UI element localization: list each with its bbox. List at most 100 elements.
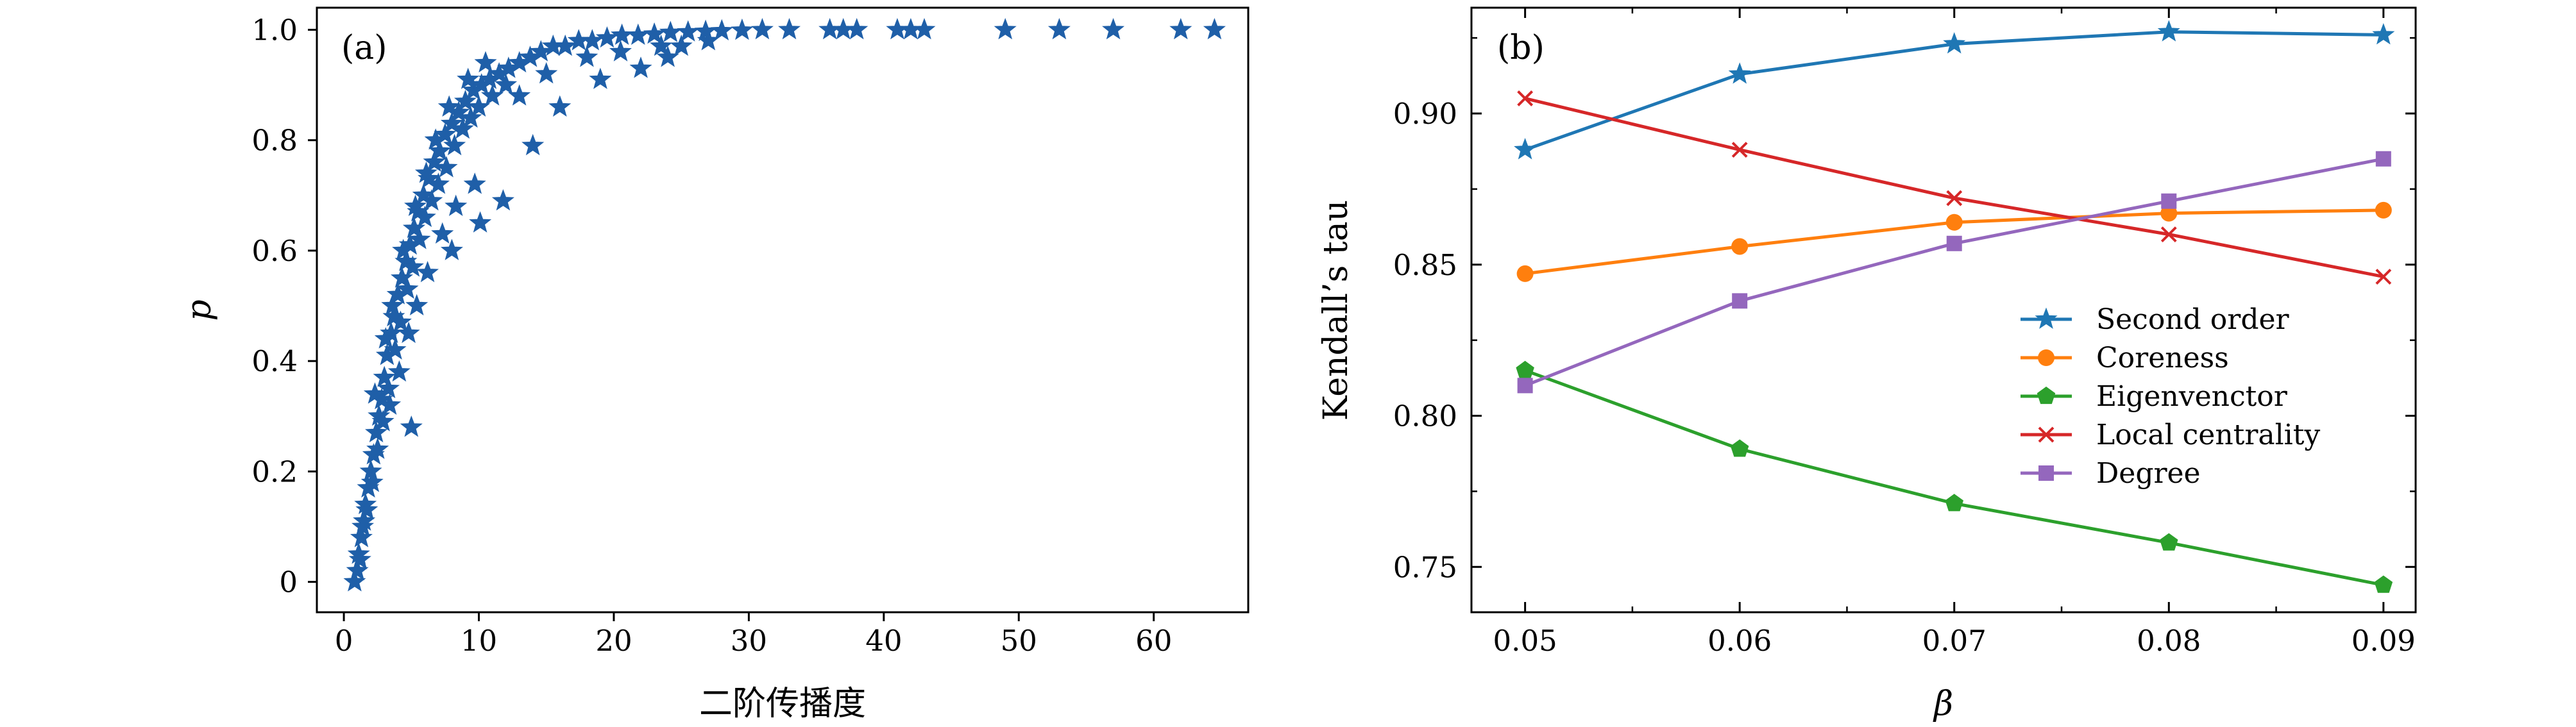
scatter-point bbox=[355, 498, 378, 520]
y-tick-label: 0.4 bbox=[251, 344, 298, 378]
scatter-point bbox=[659, 21, 682, 42]
scatter-point bbox=[416, 260, 439, 283]
scatter-point bbox=[365, 421, 388, 443]
data-point-eigenvenctor bbox=[1730, 439, 1749, 457]
scatter-point bbox=[778, 17, 801, 40]
scatter-point bbox=[595, 26, 618, 48]
x-tick-label: 0.05 bbox=[1493, 624, 1557, 658]
scatter-point bbox=[401, 255, 424, 277]
y-tick-label: 0.2 bbox=[251, 455, 298, 489]
scatter-point bbox=[697, 29, 720, 51]
scatter-point bbox=[535, 62, 558, 84]
data-point-eigenvenctor bbox=[2160, 533, 2178, 551]
scatter-point bbox=[445, 194, 468, 216]
series-line-degree bbox=[1524, 157, 2384, 387]
scatter-point bbox=[629, 56, 652, 78]
legend-marker-local-centrality bbox=[2038, 426, 2055, 443]
panel-b-line-chart: 0.05 0.06 0.07 0.08 0.09 0.75 0.80 0.85 0.90 (b)… bbox=[1317, 6, 2417, 723]
scatter-point bbox=[404, 194, 427, 216]
scatter-point bbox=[424, 128, 447, 150]
scatter-point bbox=[1169, 17, 1192, 40]
scatter-point bbox=[845, 17, 869, 40]
data-point-local-centrality bbox=[1731, 142, 1748, 158]
panel-b-axes-frame bbox=[1470, 6, 2417, 614]
scatter-point bbox=[554, 34, 577, 56]
data-point-coreness bbox=[1945, 213, 1963, 231]
scatter-point bbox=[377, 376, 400, 399]
scatter-point bbox=[589, 67, 612, 89]
scatter-point bbox=[435, 156, 458, 178]
data-point-degree bbox=[2161, 193, 2177, 209]
scatter-point bbox=[670, 34, 693, 56]
data-point-second-order bbox=[2372, 22, 2395, 45]
scatter-point bbox=[363, 382, 387, 404]
x-tick-label: 0.07 bbox=[1922, 624, 1987, 658]
panel-b-x-axis-title: β bbox=[1933, 685, 1953, 723]
y-tick-label: 0.8 bbox=[251, 124, 298, 158]
panel-b-legend: Second order Coreness Eigenvenctor Local ce… bbox=[2021, 303, 2320, 490]
scatter-point bbox=[420, 188, 443, 211]
scatter-point bbox=[457, 67, 480, 89]
scatter-point bbox=[440, 238, 463, 260]
legend-marker-degree bbox=[2038, 465, 2054, 481]
scatter-point bbox=[474, 51, 497, 73]
x-tick-label: 40 bbox=[865, 624, 902, 658]
data-point-eigenvenctor bbox=[1516, 360, 1534, 378]
data-point-coreness bbox=[2375, 201, 2392, 219]
scatter-point bbox=[1203, 17, 1226, 40]
data-point-local-centrality bbox=[2160, 226, 2177, 243]
scatter-point bbox=[548, 95, 572, 117]
y-tick-label: 0.6 bbox=[251, 234, 298, 268]
legend-label-degree: Degree bbox=[2096, 457, 2201, 490]
data-point-eigenvenctor bbox=[2374, 575, 2393, 593]
data-point-coreness bbox=[1516, 265, 1534, 282]
scatter-point bbox=[371, 410, 394, 431]
scatter-point bbox=[1047, 17, 1071, 40]
scatter-point bbox=[508, 84, 531, 106]
scatter-point bbox=[611, 23, 634, 45]
series-line-second-order bbox=[1524, 30, 2384, 151]
scatter-point bbox=[396, 277, 419, 299]
legend-marker-coreness bbox=[2038, 349, 2055, 366]
data-point-local-centrality bbox=[1946, 190, 1963, 206]
panel-a-x-axis-title: 二阶传播度 bbox=[699, 685, 866, 723]
panel-a-label: (a) bbox=[341, 29, 387, 67]
scatter-point bbox=[352, 515, 375, 537]
data-point-second-order bbox=[1943, 32, 1966, 54]
data-point-second-order bbox=[1514, 138, 1537, 160]
legend-label-coreness: Coreness bbox=[2096, 342, 2229, 374]
scatter-point bbox=[387, 360, 411, 382]
data-point-degree bbox=[1946, 235, 1962, 251]
data-point-eigenvenctor bbox=[1945, 494, 1963, 512]
data-point-local-centrality bbox=[2375, 269, 2392, 285]
scatter-point bbox=[350, 526, 373, 547]
scatter-point bbox=[609, 40, 632, 62]
legend-marker-eigenvenctor bbox=[2037, 387, 2056, 405]
scatter-point bbox=[440, 112, 463, 133]
data-point-degree bbox=[1732, 293, 1748, 309]
data-point-degree bbox=[2375, 151, 2391, 167]
legend-marker-second-order bbox=[2035, 307, 2058, 329]
x-tick-label: 0.08 bbox=[2137, 624, 2201, 658]
scatter-point bbox=[469, 211, 492, 233]
scatter-point bbox=[402, 217, 426, 238]
scatter-point bbox=[381, 294, 404, 315]
scatter-point bbox=[423, 150, 446, 172]
panel-b-series bbox=[1514, 20, 2395, 593]
scatter-point bbox=[1102, 17, 1125, 40]
scatter-point bbox=[710, 19, 733, 41]
legend-label-local-centrality: Local centrality bbox=[2096, 419, 2320, 451]
data-point-degree bbox=[1517, 378, 1533, 394]
scatter-point bbox=[580, 29, 604, 51]
scatter-point bbox=[408, 228, 431, 249]
scatter-point bbox=[731, 18, 754, 40]
data-point-second-order bbox=[1728, 62, 1751, 84]
scatter-point bbox=[397, 321, 420, 344]
x-tick-label: 20 bbox=[595, 624, 632, 658]
scatter-point bbox=[414, 161, 437, 183]
scatter-point bbox=[413, 205, 436, 228]
scatter-point bbox=[521, 133, 545, 156]
panel-a-y-axis-title: p bbox=[180, 299, 219, 321]
